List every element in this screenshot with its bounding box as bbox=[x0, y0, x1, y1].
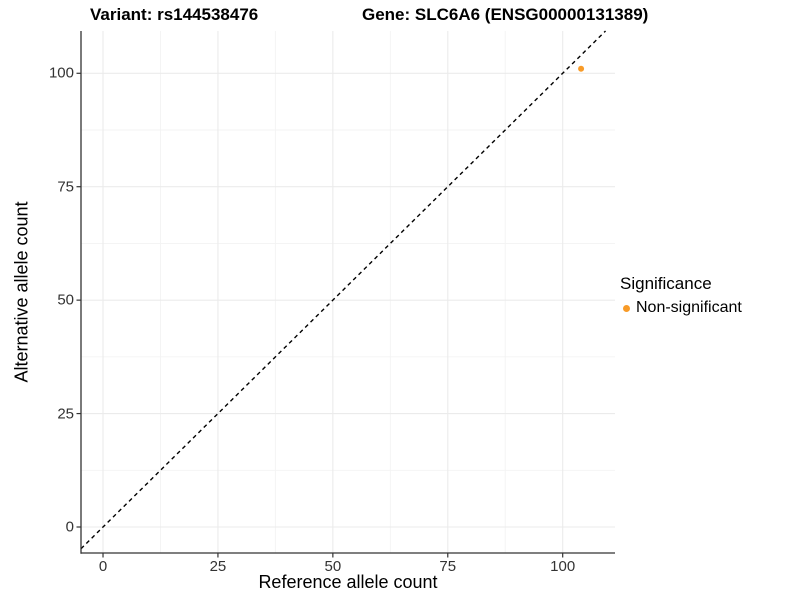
data-point bbox=[578, 65, 585, 72]
y-tick-label: 0 bbox=[65, 518, 74, 536]
legend-point-icon bbox=[623, 304, 630, 312]
legend-item-label: Non-significant bbox=[636, 299, 742, 316]
y-tick-label: 50 bbox=[57, 291, 74, 309]
plot-title-variant: Variant: rs144538476 bbox=[90, 5, 259, 24]
legend-title: Significance bbox=[620, 274, 712, 293]
identity-line bbox=[80, 30, 607, 550]
legend: Significance Non-significant bbox=[620, 274, 742, 317]
x-tick-label: 50 bbox=[324, 558, 342, 575]
x-axis-title: Reference allele count bbox=[258, 572, 438, 592]
x-tick-label: 75 bbox=[439, 558, 457, 575]
legend-item-non-significant: Non-significant bbox=[620, 299, 742, 317]
y-tick-label: 100 bbox=[48, 64, 74, 82]
x-tick-label: 0 bbox=[98, 558, 108, 575]
y-tick-label: 25 bbox=[57, 405, 74, 423]
x-tick-label: 100 bbox=[550, 558, 576, 575]
x-tick-label: 25 bbox=[209, 558, 227, 575]
plot-title-gene: Gene: SLC6A6 (ENSG00000131389) bbox=[362, 5, 649, 24]
y-tick-label: 75 bbox=[57, 178, 74, 196]
